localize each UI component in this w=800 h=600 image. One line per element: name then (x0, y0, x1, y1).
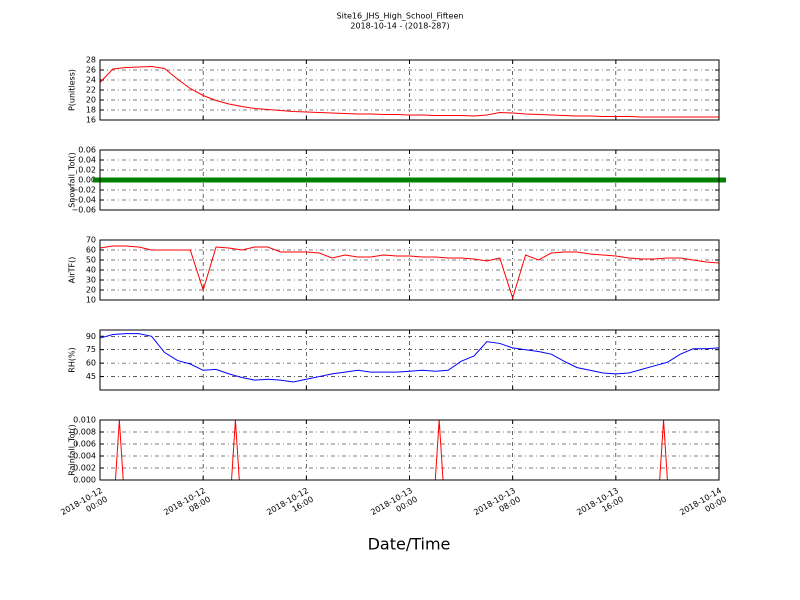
data-point (647, 177, 662, 183)
data-point (673, 177, 688, 183)
y-tick-label: 75 (86, 345, 96, 354)
data-point (183, 177, 198, 183)
y-tick-label: 0.00 (78, 176, 96, 185)
y-tick-label: 0.010 (73, 416, 96, 425)
data-point (118, 177, 133, 183)
data-point (699, 177, 714, 183)
y-tick-label: −0.06 (71, 206, 96, 215)
data-point (209, 177, 224, 183)
data-point (157, 177, 172, 183)
y-tick-label: 50 (86, 256, 96, 265)
data-point (312, 177, 327, 183)
data-point (634, 177, 649, 183)
y-tick-label: 24 (86, 76, 96, 85)
y-tick-label: 20 (86, 96, 96, 105)
y-axis-label: Rainfall_Tot() (68, 424, 77, 476)
axes-frame (99, 239, 720, 301)
y-tick-label: 45 (86, 372, 96, 381)
chart-subtitle: 2018-10-14 - (2018-287) (350, 22, 449, 31)
data-point (131, 177, 146, 183)
data-point (221, 177, 236, 183)
data-point (505, 177, 520, 183)
data-point (144, 177, 159, 183)
data-point (234, 177, 249, 183)
y-tick-label: 20 (86, 286, 96, 295)
data-point (273, 177, 288, 183)
data-point (389, 177, 404, 183)
data-point (660, 177, 675, 183)
data-point (350, 177, 365, 183)
data-line (99, 333, 720, 383)
axes-frame (99, 329, 720, 391)
data-point (105, 177, 120, 183)
data-line (99, 65, 719, 118)
y-tick-label: 28 (86, 56, 96, 65)
y-tick-label: 0.02 (78, 166, 96, 175)
y-tick-label: 90 (86, 332, 96, 341)
data-point (466, 177, 481, 183)
data-point (608, 177, 623, 183)
y-tick-label: 0.004 (73, 452, 96, 461)
y-tick-label: 0.06 (78, 146, 96, 155)
y-tick-label: 70 (86, 236, 96, 245)
y-axis-label: AirTF() (68, 257, 77, 284)
data-point (286, 177, 301, 183)
data-point (325, 177, 340, 183)
data-point (441, 177, 456, 183)
x-axis-label: Date/Time (368, 535, 451, 554)
data-point (518, 177, 533, 183)
data-point (544, 177, 559, 183)
y-tick-label: 10 (86, 296, 96, 305)
data-point (531, 177, 546, 183)
data-point (454, 177, 469, 183)
data-point (363, 177, 378, 183)
data-point (428, 177, 443, 183)
y-tick-label: 40 (86, 266, 96, 275)
data-point (415, 177, 430, 183)
y-tick-label: 0.04 (78, 156, 96, 165)
data-point (621, 177, 636, 183)
data-point (338, 177, 353, 183)
y-tick-label: 26 (86, 66, 96, 75)
data-point (583, 177, 598, 183)
y-tick-label: 18 (86, 106, 96, 115)
y-axis-label: Snowfall_Tot() (68, 152, 77, 208)
y-axis-label: P(unitless) (68, 69, 77, 111)
data-point (686, 177, 701, 183)
data-point (299, 177, 314, 183)
y-tick-label: 60 (86, 359, 96, 368)
data-point (570, 177, 585, 183)
data-point (402, 177, 417, 183)
y-axis-label: RH(%) (68, 347, 77, 372)
axes-frame (99, 149, 720, 211)
y-tick-label: 0.008 (73, 428, 96, 437)
axes-frame (99, 59, 720, 121)
data-point (196, 177, 211, 183)
data-point (247, 177, 262, 183)
data-point (492, 177, 507, 183)
data-line (99, 245, 720, 300)
y-tick-label: 0.006 (73, 440, 96, 449)
y-tick-label: 0.000 (73, 476, 96, 485)
y-tick-label: −0.02 (71, 186, 96, 195)
y-tick-label: 22 (86, 86, 96, 95)
chart-title: Site16_JHS_High_School_Fifteen (337, 12, 464, 21)
data-point (170, 177, 185, 183)
data-point (260, 177, 275, 183)
data-point (376, 177, 391, 183)
data-point (595, 177, 610, 183)
axes-frame (99, 419, 720, 481)
y-tick-label: −0.04 (71, 196, 96, 205)
y-tick-label: 60 (86, 246, 96, 255)
y-tick-label: 16 (86, 116, 96, 125)
y-tick-label: 0.002 (73, 464, 96, 473)
data-point (479, 177, 494, 183)
data-point (557, 177, 572, 183)
y-tick-label: 30 (86, 276, 96, 285)
